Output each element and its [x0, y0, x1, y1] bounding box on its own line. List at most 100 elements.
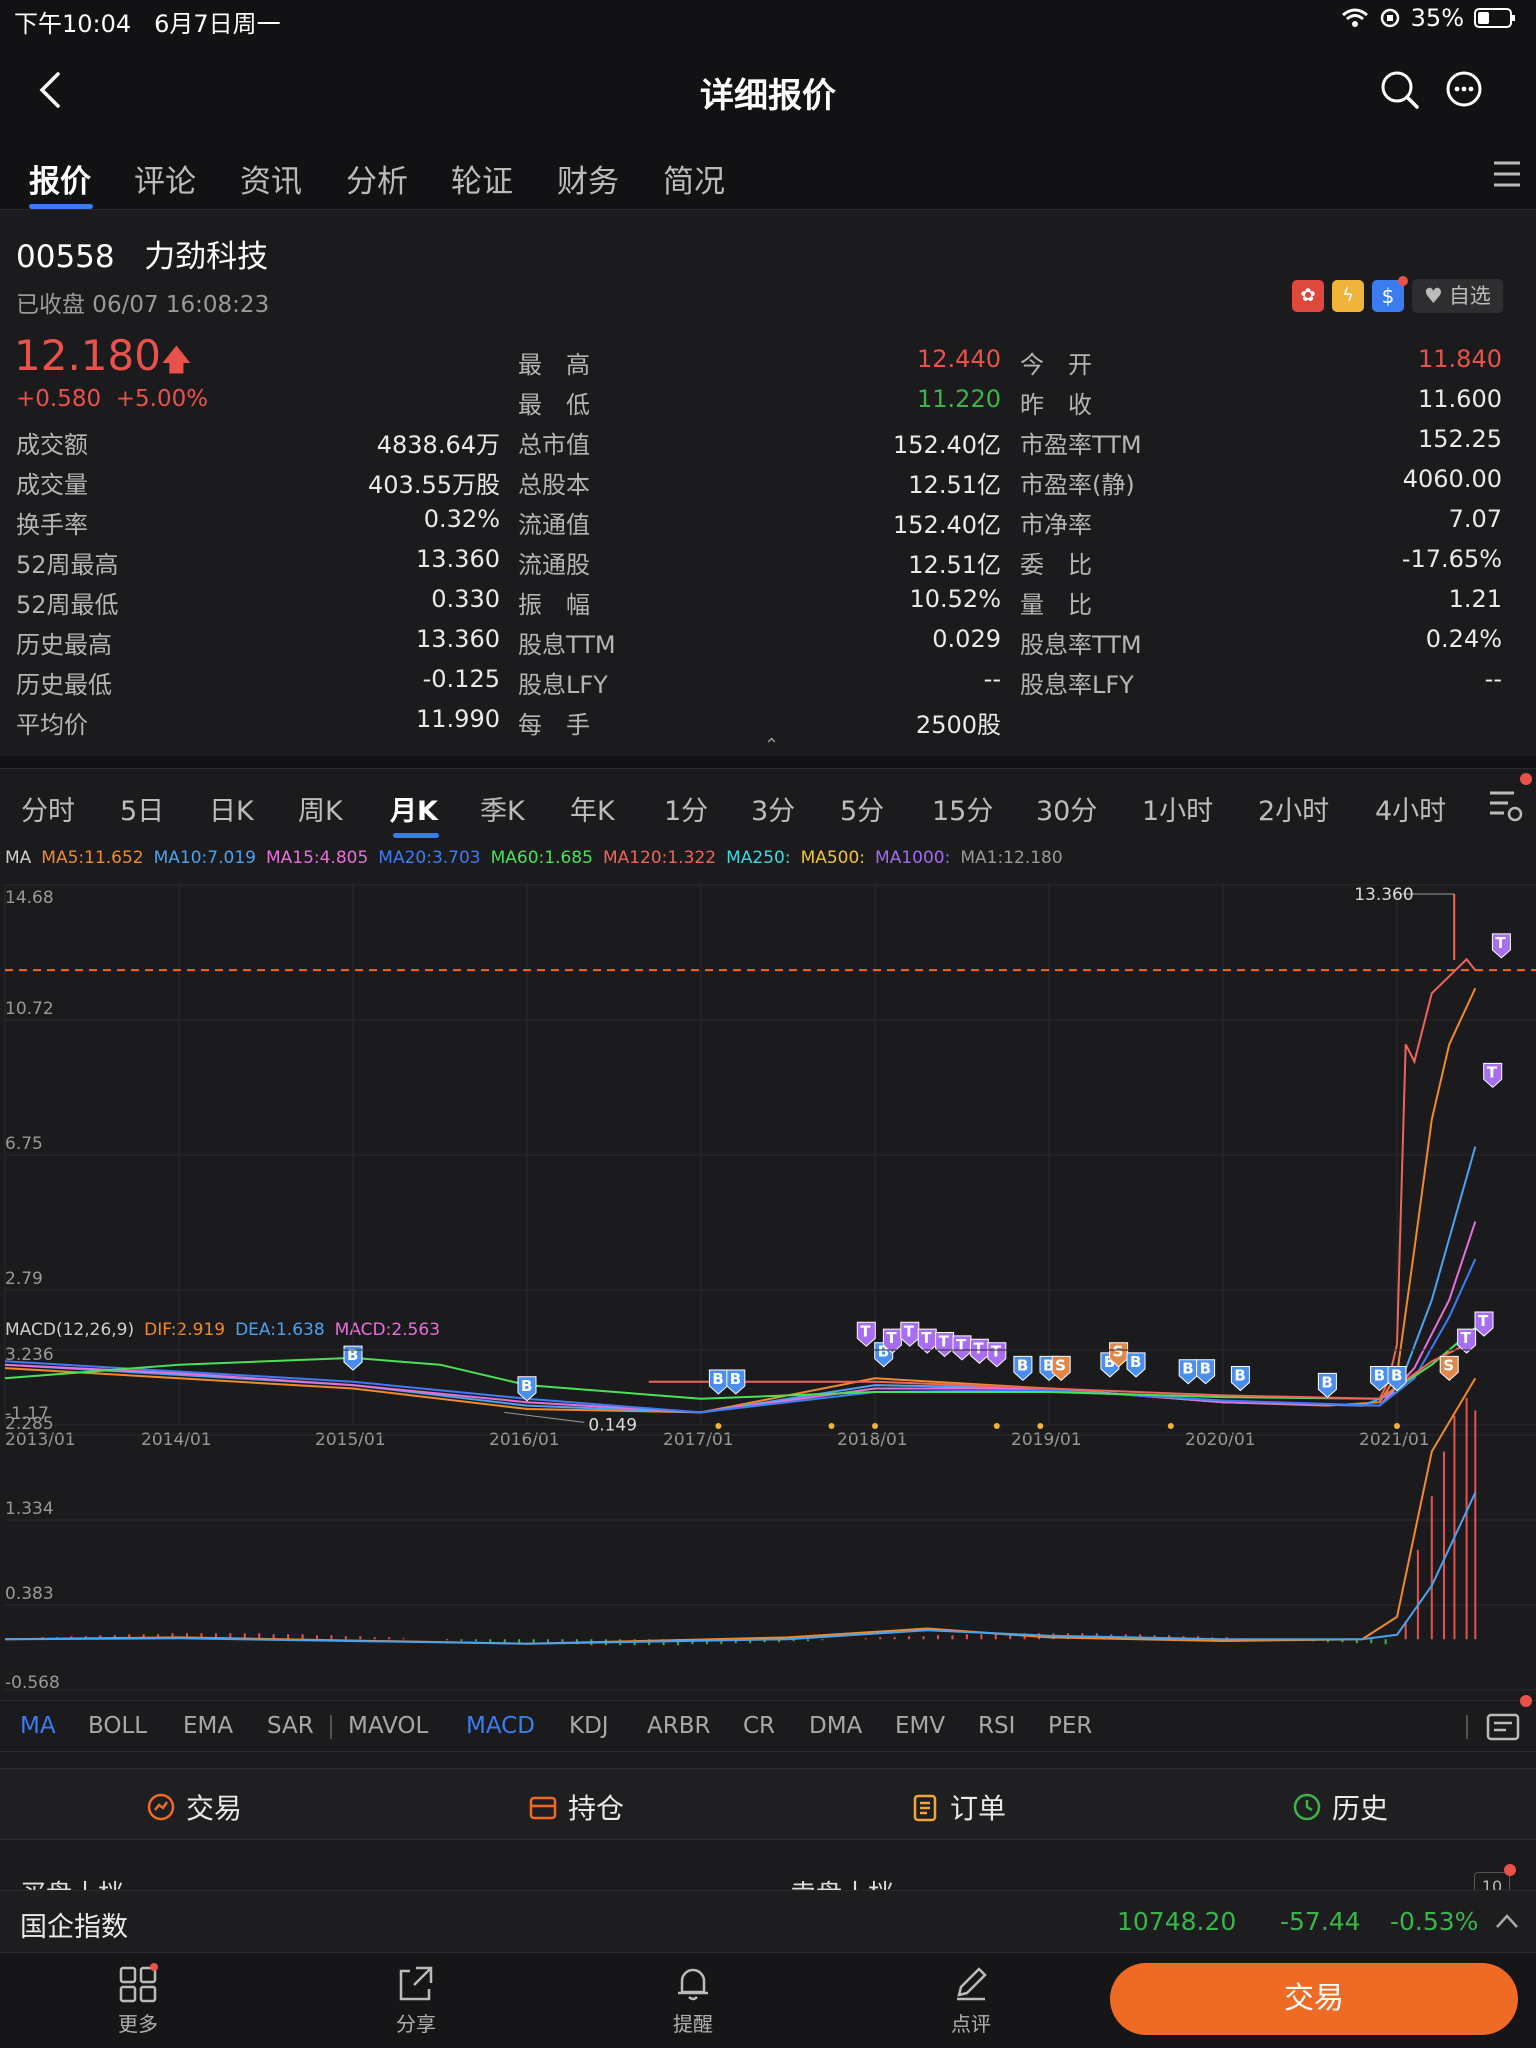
period-monthly[interactable]: 月K: [390, 796, 438, 827]
quote-value: 12.51亿: [908, 551, 1001, 579]
period-intraday[interactable]: 分时: [21, 796, 75, 827]
status-date: 6月7日周一: [154, 10, 281, 38]
trade-marker-icon: [969, 1338, 989, 1364]
action-positions-label: 持仓: [568, 1792, 625, 1825]
series-line: [4, 987, 1477, 1414]
indicator-settings-icon[interactable]: [1486, 1713, 1520, 1741]
y-tick-label: 6.75: [5, 1134, 43, 1154]
price-change: +0.580 +5.00%: [16, 386, 208, 412]
indicator-ema[interactable]: EMA: [183, 1713, 234, 1739]
briefcase-icon: [529, 1796, 557, 1820]
tab-more[interactable]: 更多: [78, 1963, 198, 2037]
period-yearly[interactable]: 年K: [570, 796, 615, 827]
indicator-sar[interactable]: SAR: [267, 1713, 314, 1739]
indicator-macd[interactable]: MACD: [466, 1713, 535, 1739]
period-3min[interactable]: 3分: [751, 796, 796, 827]
action-trade[interactable]: 交易: [146, 1787, 242, 1827]
tab-alerts[interactable]: 提醒: [633, 1963, 753, 2037]
period-30min[interactable]: 30分: [1036, 796, 1098, 827]
chart-settings-icon[interactable]: [1488, 789, 1524, 823]
period-weekly[interactable]: 周K: [298, 796, 343, 827]
battery-icon: [1474, 8, 1515, 28]
y-tick-label: 10.72: [5, 999, 54, 1019]
stock-header: 00558 力劲科技: [16, 231, 268, 276]
tab-financials[interactable]: 财务: [557, 164, 619, 200]
action-history[interactable]: 历史: [1292, 1787, 1388, 1827]
back-arrow-icon[interactable]: [36, 70, 64, 110]
chat-icon[interactable]: [1444, 70, 1484, 110]
watchlist-button[interactable]: ♥ 自选: [1412, 279, 1503, 313]
period-5day[interactable]: 5日: [120, 796, 165, 827]
legend-entry: MA1:12.180: [960, 848, 1063, 868]
x-tick-label: 2014/01: [141, 1430, 212, 1450]
quote-panel: 00558 力劲科技 已收盘 06/07 16:08:23 ✿ ϟ $ ♥ 自选…: [0, 211, 1536, 756]
nav-bar: 详细报价: [0, 40, 1536, 140]
search-icon[interactable]: [1380, 70, 1420, 110]
indicator-rsi[interactable]: RSI: [978, 1713, 1016, 1739]
collapse-chevron-icon[interactable]: ⌃: [764, 735, 780, 756]
tab-warrants[interactable]: 轮证: [451, 164, 513, 200]
period-quarterly[interactable]: 季K: [480, 796, 525, 827]
menu-icon[interactable]: [1492, 160, 1522, 188]
quote-label: 总股本: [518, 471, 590, 499]
quote-label: 股息率TTM: [1020, 631, 1142, 659]
orderbook-peek: 买盘十档 卖盘十档 10: [0, 1856, 1536, 1896]
tab-alerts-label: 提醒: [673, 2012, 713, 2036]
legend-entry: MA: [5, 848, 32, 868]
x-tick-label: 2018/01: [837, 1430, 908, 1450]
indicator-kdj[interactable]: KDJ: [569, 1713, 609, 1739]
legend-entry: MA250:: [726, 848, 791, 868]
action-positions[interactable]: 持仓: [528, 1787, 624, 1827]
tab-review[interactable]: 点评: [911, 1963, 1031, 2037]
period-daily[interactable]: 日K: [209, 796, 254, 827]
tab-analysis[interactable]: 分析: [346, 164, 408, 200]
tab-review-label: 点评: [951, 2012, 991, 2036]
trade-marker-icon: [856, 1321, 876, 1347]
period-2hour[interactable]: 2小时: [1258, 796, 1330, 827]
period-15min[interactable]: 15分: [932, 796, 994, 827]
tab-news[interactable]: 资讯: [240, 164, 302, 200]
period-4hour[interactable]: 4小时: [1375, 796, 1447, 827]
dividend-dot: [715, 1423, 722, 1429]
tab-quote[interactable]: 报价: [29, 164, 91, 200]
trade-marker-icon: [1178, 1359, 1198, 1385]
index-ticker[interactable]: 国企指数 10748.20 -57.44 -0.53%: [0, 1890, 1536, 1952]
y-tick-label: -0.568: [5, 1673, 60, 1693]
index-name: 国企指数: [20, 1912, 128, 1943]
trade-icon: [147, 1793, 175, 1821]
trade-marker-label: T: [1487, 1063, 1498, 1081]
indicator-dma[interactable]: DMA: [809, 1713, 863, 1739]
quote-value: 1.21: [1448, 585, 1502, 613]
period-1hour[interactable]: 1小时: [1142, 796, 1214, 827]
kline-chart[interactable]: MA MA5:11.652 MA10:7.019 MA15:4.805 MA20:3.7…: [0, 840, 1536, 1700]
annotation-low: 0.149: [588, 1415, 637, 1435]
indicator-mavol[interactable]: MAVOL: [348, 1713, 429, 1739]
watchlist-label: 自选: [1448, 284, 1491, 308]
indicator-emv[interactable]: EMV: [895, 1713, 946, 1739]
trade-marker-icon: [343, 1345, 363, 1371]
tab-more-label: 更多: [118, 2012, 158, 2036]
indicator-arbr[interactable]: ARBR: [647, 1713, 711, 1739]
chevron-up-icon[interactable]: [1494, 1911, 1520, 1931]
trade-marker-icon: [1317, 1372, 1337, 1399]
period-5min[interactable]: 5分: [840, 796, 885, 827]
trade-cta-button[interactable]: 交易: [1110, 1963, 1518, 2035]
period-1min[interactable]: 1分: [664, 796, 709, 827]
bell-icon: [678, 1968, 708, 2001]
tab-profile[interactable]: 简况: [663, 164, 725, 200]
market-status: 已收盘 06/07 16:08:23: [16, 292, 270, 318]
change-percent: +5.00%: [115, 386, 209, 412]
trade-marker-label: B: [1104, 1353, 1115, 1371]
trade-marker-icon: [517, 1376, 537, 1402]
tab-comments[interactable]: 评论: [134, 164, 196, 200]
indicator-per[interactable]: PER: [1048, 1713, 1093, 1739]
quote-label: 历史最高: [16, 631, 112, 659]
indicator-boll[interactable]: BOLL: [88, 1713, 148, 1739]
action-orders[interactable]: 订单: [910, 1787, 1006, 1827]
status-icons: 35%: [1341, 4, 1516, 32]
quote-label: 振 幅: [518, 591, 590, 619]
tab-share[interactable]: 分享: [356, 1963, 476, 2037]
indicator-ma[interactable]: MA: [20, 1713, 56, 1739]
indicator-cr[interactable]: CR: [743, 1713, 776, 1739]
